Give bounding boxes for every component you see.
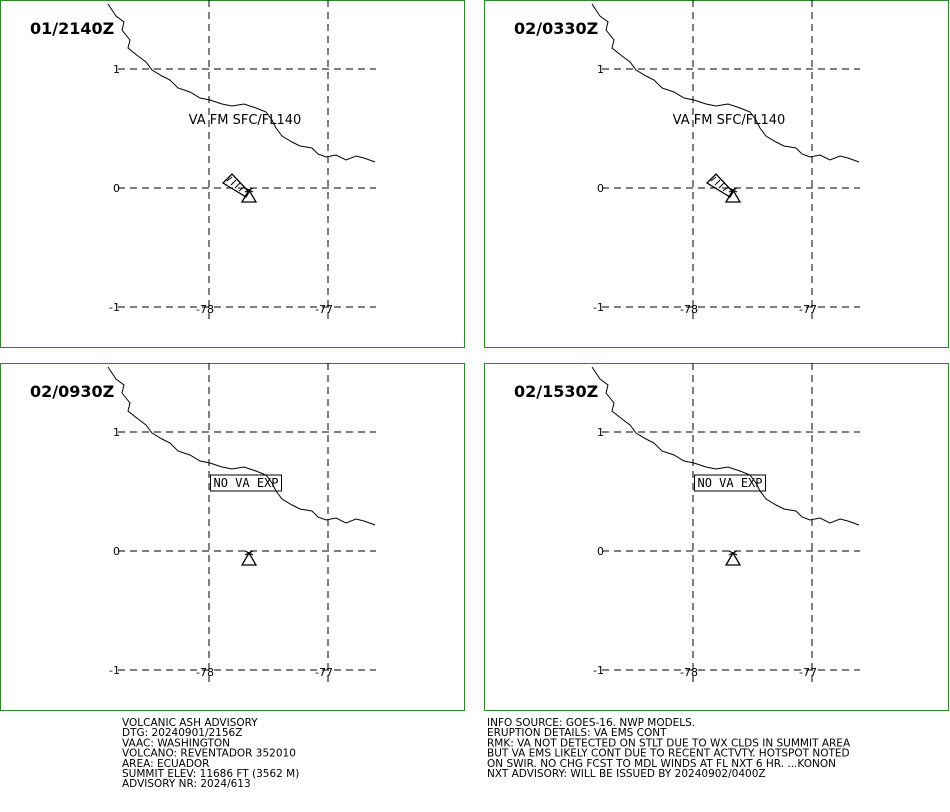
longitude-label: -78 [680, 303, 698, 316]
latitude-label: 1 [597, 426, 604, 439]
ash-label: VA FM SFC/FL140 [673, 113, 786, 128]
panel-border [484, 0, 949, 348]
advisory-line: INFO SOURCE: GOES-16. NWP MODELS. [487, 717, 695, 729]
valid-time: 02/1530Z [514, 382, 598, 401]
valid-time: 01/2140Z [30, 19, 114, 38]
panel-border [0, 363, 465, 711]
latitude-label: 0 [597, 182, 604, 195]
latitude-label: 0 [597, 545, 604, 558]
coastline [591, 3, 860, 163]
volcano-symbol [725, 550, 741, 566]
ash-hatch [710, 176, 729, 192]
ash-cloud [221, 173, 250, 198]
advisory-line: DTG: 20240901/2156Z [122, 727, 242, 739]
map-panel: 1 0 -1 -78 -77 02/0930Z NO VA EXP [0, 363, 465, 711]
advisory-line: AREA: ECUADOR [122, 758, 209, 770]
advisory-line: BUT VA EMS LIKELY CONT DUE TO RECENT ACT… [487, 748, 850, 760]
ash-label: NO VA EXP [697, 476, 762, 490]
longitude-label: -77 [799, 666, 817, 679]
panel-border [484, 363, 949, 711]
coastline [591, 366, 860, 526]
volcano-symbol [241, 187, 257, 203]
advisory-line: VOLCANO: REVENTADOR 352010 [122, 748, 296, 760]
advisory-line: SUMMIT ELEV: 11686 FT (3562 M) [122, 768, 299, 780]
advisory-line: VAAC: WASHINGTON [122, 737, 230, 749]
label-box [209, 474, 283, 492]
volcano-symbol [241, 550, 257, 566]
latitude-label: -1 [593, 301, 604, 314]
latitude-label: 0 [113, 545, 120, 558]
latitude-label: 0 [113, 182, 120, 195]
latitude-label: 1 [597, 63, 604, 76]
coastline [107, 3, 376, 163]
ash-cloud [705, 173, 734, 198]
advisory-line: ADVISORY NR: 2024/613 [122, 778, 251, 790]
map-panel: 1 0 -1 -78 -77 02/0330Z VA FM SFC/FL140 [484, 0, 949, 348]
latitude-label: -1 [109, 664, 120, 677]
valid-time: 02/0330Z [514, 19, 598, 38]
advisory-line: NXT ADVISORY: WILL BE ISSUED BY 20240902… [487, 768, 766, 780]
advisory-line: ERUPTION DETAILS: VA EMS CONT [487, 727, 667, 739]
label-box [693, 474, 767, 492]
valid-time: 02/0930Z [30, 382, 114, 401]
coastline [107, 366, 376, 526]
longitude-label: -77 [315, 303, 333, 316]
longitude-label: -78 [196, 303, 214, 316]
map-panel: 1 0 -1 -78 -77 02/1530Z NO VA EXP [484, 363, 949, 711]
latitude-label: 1 [113, 426, 120, 439]
longitude-label: -78 [680, 666, 698, 679]
advisory-line: ON SWIR. NO CHG FCST TO MDL WINDS AT FL … [487, 758, 836, 770]
ash-hatch [226, 176, 245, 192]
longitude-label: -77 [799, 303, 817, 316]
ash-label: VA FM SFC/FL140 [189, 113, 302, 128]
longitude-label: -77 [315, 666, 333, 679]
longitude-label: -78 [196, 666, 214, 679]
panel-border [0, 0, 465, 348]
advisory-line: VOLCANIC ASH ADVISORY [122, 717, 258, 729]
advisory-line: RMK: VA NOT DETECTED ON STLT DUE TO WX C… [487, 737, 851, 749]
ash-label: NO VA EXP [213, 476, 278, 490]
latitude-label: -1 [593, 664, 604, 677]
latitude-label: 1 [113, 63, 120, 76]
map-panel: 1 0 -1 -78 -77 01/2140Z VA FM SFC/FL140 [0, 0, 465, 348]
latitude-label: -1 [109, 301, 120, 314]
volcano-symbol [725, 187, 741, 203]
